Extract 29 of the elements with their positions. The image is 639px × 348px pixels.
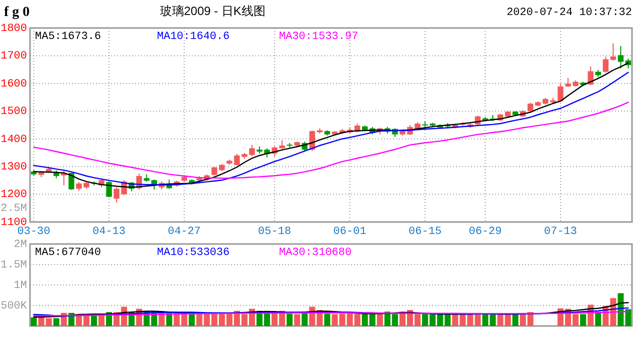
y-tick-label: 2M <box>14 238 27 251</box>
chart-title: 玻璃2009 - 日K线图 <box>160 4 266 18</box>
text: 2.5M <box>0 203 27 215</box>
y-tick-label: 1.5M <box>0 259 27 272</box>
x-tick-label: 04-27 <box>168 226 201 238</box>
text: MA10:533036 <box>157 247 230 259</box>
y-tick-label: 1200 <box>0 189 27 202</box>
x-tick-label: 06-01 <box>333 226 367 238</box>
text: MA30:310680 <box>279 247 352 259</box>
y-tick-label: 500K <box>0 300 28 312</box>
chart-subtitle: 2020-07-24 10:37:32 <box>506 7 632 19</box>
y-tick-label: 1700 <box>0 50 27 63</box>
text: MA10:1640.6 <box>157 31 230 43</box>
x-tick-label: 03-30 <box>17 226 50 238</box>
y-tick-label: 1800 <box>0 22 27 35</box>
x-tick-label: 06-15 <box>408 226 442 238</box>
text: f g 0 <box>4 5 30 20</box>
text: MA5:677040 <box>35 247 102 259</box>
text: MA30:1533.97 <box>279 31 358 43</box>
y-tick-label: 1500 <box>0 106 27 118</box>
x-tick-label: 06-29 <box>468 226 502 238</box>
x-tick-label: 04-13 <box>92 226 126 238</box>
x-tick-label: 05-18 <box>258 226 292 238</box>
y-tick-label: 1300 <box>0 161 27 174</box>
text: MA5:1673.6 <box>35 31 102 43</box>
y-tick-label: 1400 <box>0 134 27 146</box>
y-tick-label: 1M <box>14 280 27 292</box>
x-tick-label: 07-13 <box>544 226 578 238</box>
y-tick-label: 1600 <box>0 78 27 90</box>
